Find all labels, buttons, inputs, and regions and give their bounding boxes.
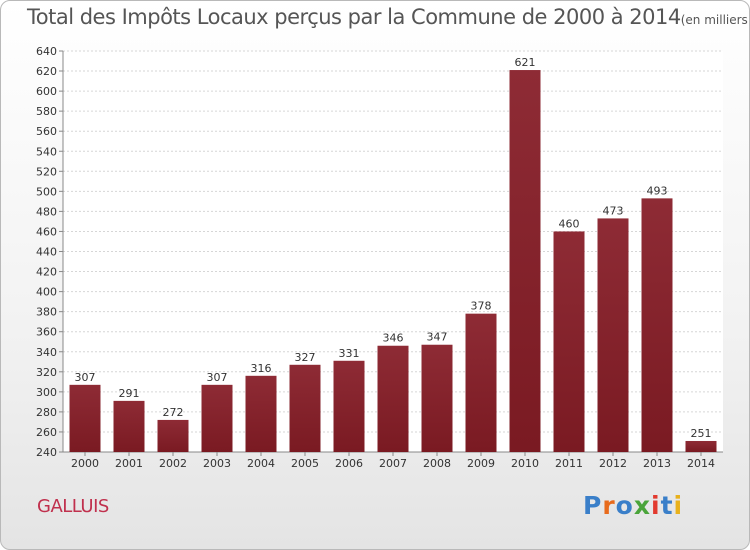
logo-letter: i	[651, 491, 661, 520]
data-label-2004: 316	[251, 362, 272, 375]
logo-letter: x	[633, 491, 651, 520]
y-tick-label: 380	[36, 306, 57, 319]
y-tick-label: 480	[36, 205, 57, 218]
y-tick-label: 620	[36, 65, 57, 78]
data-label-2013: 493	[647, 184, 668, 197]
x-tick-label-2009: 2009	[467, 457, 495, 470]
data-label-2002: 272	[163, 406, 184, 419]
bar-2005	[289, 364, 321, 452]
y-tick-label: 540	[36, 145, 57, 158]
x-tick-label-2003: 2003	[203, 457, 231, 470]
data-label-2006: 331	[339, 347, 360, 360]
bar-2008	[421, 344, 453, 452]
x-tick-label-2013: 2013	[643, 457, 671, 470]
logo-letter: r	[602, 491, 616, 520]
bar-2006	[333, 360, 365, 452]
x-tick-label-2000: 2000	[71, 457, 99, 470]
y-tick-label: 600	[36, 85, 57, 98]
logo-letter: P	[583, 491, 603, 520]
data-label-2000: 307	[75, 371, 96, 384]
data-label-2007: 346	[383, 332, 404, 345]
y-tick-label: 560	[36, 125, 57, 138]
bar-2009	[465, 313, 497, 452]
bar-2001	[113, 400, 145, 452]
data-label-2001: 291	[119, 387, 140, 400]
x-tick-label-2007: 2007	[379, 457, 407, 470]
x-tick-label-2008: 2008	[423, 457, 451, 470]
y-tick-label: 240	[36, 446, 57, 459]
chart-title-text: Total des Impôts Locaux perçus par la Co…	[27, 5, 681, 29]
y-tick-label: 520	[36, 165, 57, 178]
data-label-2008: 347	[427, 331, 448, 344]
data-label-2010: 621	[515, 56, 536, 69]
y-tick-label: 420	[36, 266, 57, 279]
x-tick-label-2014: 2014	[687, 457, 715, 470]
y-tick-label: 460	[36, 225, 57, 238]
commune-name: GALLUIS	[37, 496, 109, 517]
logo-letter: o	[615, 491, 634, 520]
data-label-2009: 378	[471, 300, 492, 313]
data-label-2003: 307	[207, 371, 228, 384]
y-tick-label: 300	[36, 386, 57, 399]
bar-2013	[641, 198, 673, 452]
x-tick-label-2011: 2011	[555, 457, 583, 470]
bar-2011	[553, 231, 585, 452]
logo-letter: t	[660, 491, 674, 520]
bar-2012	[597, 218, 629, 452]
y-tick-label: 440	[36, 246, 57, 259]
y-tick-label: 340	[36, 346, 57, 359]
y-tick-label: 580	[36, 105, 57, 118]
x-tick-label-2002: 2002	[159, 457, 187, 470]
chart-title-unit: (en milliers d'€)	[680, 13, 749, 27]
bar-2000	[69, 384, 101, 452]
data-label-2012: 473	[603, 204, 624, 217]
data-label-2014: 251	[691, 427, 712, 440]
y-tick-label: 360	[36, 326, 57, 339]
x-tick-label-2012: 2012	[599, 457, 627, 470]
data-label-2011: 460	[559, 217, 580, 230]
y-tick-label: 280	[36, 406, 57, 419]
data-label-2005: 327	[295, 351, 316, 364]
proxiti-logo: Proxiti	[583, 491, 683, 520]
y-tick-label: 320	[36, 366, 57, 379]
chart-title: Total des Impôts Locaux perçus par la Co…	[27, 5, 749, 29]
x-tick-label-2001: 2001	[115, 457, 143, 470]
y-tick-label: 500	[36, 185, 57, 198]
bar-2002	[157, 419, 189, 452]
bar-2004	[245, 375, 277, 452]
y-tick-label: 640	[36, 45, 57, 58]
y-tick-label: 400	[36, 286, 57, 299]
x-tick-label-2006: 2006	[335, 457, 363, 470]
bar-2014	[685, 440, 717, 452]
bar-2003	[201, 384, 233, 452]
x-tick-label-2010: 2010	[511, 457, 539, 470]
x-tick-label-2004: 2004	[247, 457, 275, 470]
bar-2010	[509, 70, 541, 453]
logo-letter: i	[673, 491, 684, 520]
y-tick-label: 260	[36, 426, 57, 439]
bar-2007	[377, 345, 409, 452]
x-tick-label-2005: 2005	[291, 457, 319, 470]
